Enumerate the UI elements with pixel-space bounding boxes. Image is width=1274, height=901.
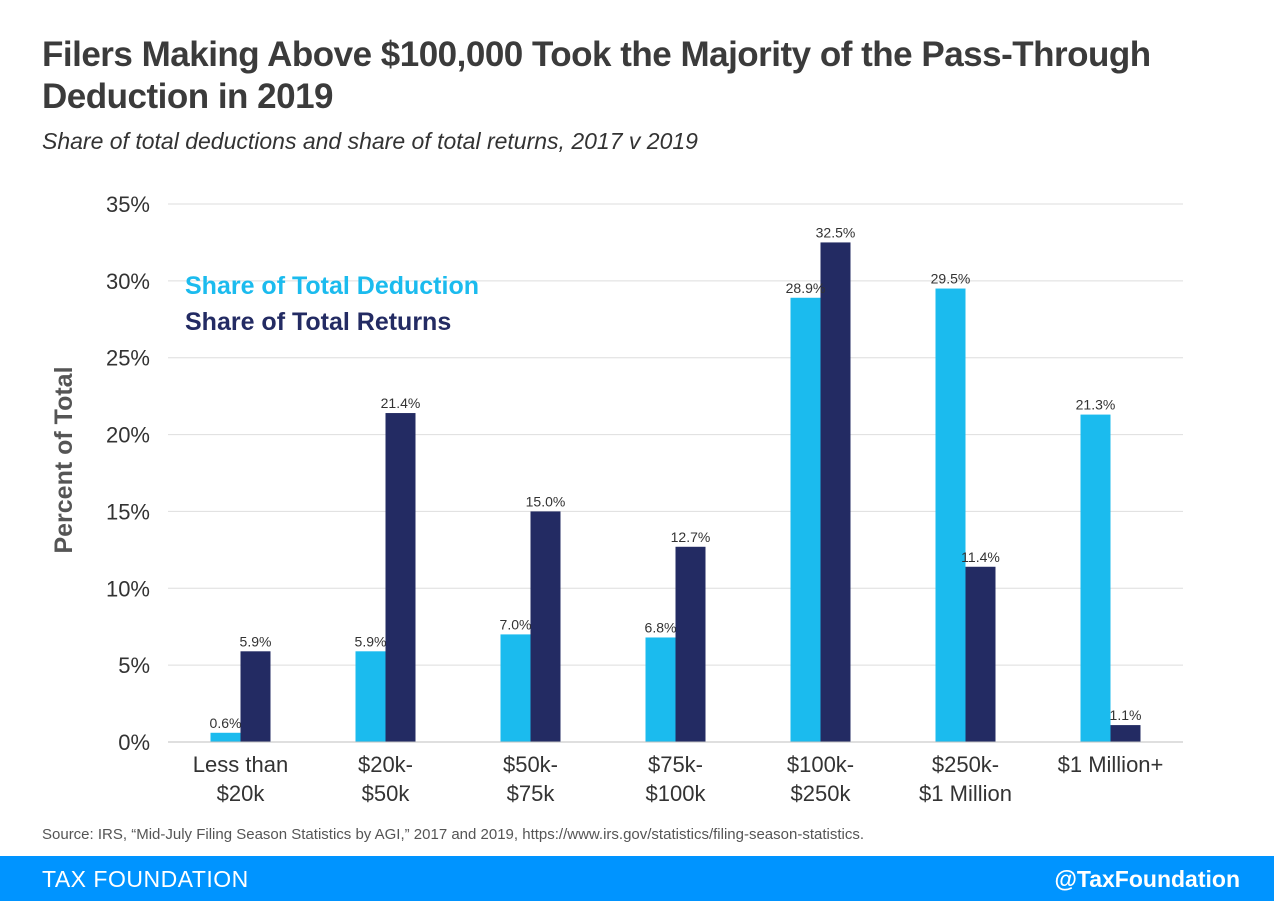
bar-returns [820, 242, 851, 742]
bar-returns [675, 546, 706, 742]
bars [210, 242, 1141, 742]
bar-deduction [790, 297, 821, 742]
bar-deduction [935, 288, 966, 742]
x-tick-label: $1 Million+ [1058, 752, 1164, 777]
source-note: Source: IRS, “Mid-July Filing Season Sta… [42, 826, 864, 843]
data-label: 15.0% [526, 493, 566, 509]
y-tick-label: 5% [118, 653, 150, 678]
data-label: 28.9% [786, 280, 826, 296]
data-label: 7.0% [500, 616, 532, 632]
data-label: 21.3% [1076, 397, 1116, 413]
bar-chart: 0% 5% 10% 15% 20% 25% 30% 35% 0.6% 5.9% 5.9% 21.4%… [50, 192, 1183, 806]
bar-deduction [645, 637, 676, 742]
data-label: 5.9% [355, 633, 387, 649]
data-label: 0.6% [210, 715, 242, 731]
y-tick-label: 25% [106, 346, 150, 371]
bar-deduction [1080, 414, 1111, 742]
x-tick-label: $100k-$250k [787, 752, 854, 806]
data-label: 11.4% [961, 549, 1000, 565]
x-axis-ticks: Less than $20k $20k-$50k $50k-$75k $75k-$100… [193, 752, 1164, 806]
bar-returns [240, 651, 271, 742]
data-labels: 0.6% 5.9% 5.9% 21.4% 7.0% 15.0% 6.8% 12.7% 28.9%… [210, 224, 1142, 730]
legend-item-returns: Share of Total Returns [185, 308, 451, 336]
footer-handle[interactable]: @TaxFoundation [1054, 866, 1240, 892]
footer-brand: TAX FOUNDATION [42, 866, 249, 892]
data-label: 29.5% [931, 271, 971, 287]
data-label: 1.1% [1110, 707, 1142, 723]
bar-deduction [500, 634, 531, 742]
chart-title: Filers Making Above $100,000 Took the Ma… [42, 35, 1151, 116]
bar-returns [385, 413, 416, 742]
y-tick-label: 0% [118, 730, 150, 755]
x-tick-label: $20k-$50k [358, 752, 413, 806]
bar-deduction [355, 651, 386, 742]
y-tick-label: 30% [106, 269, 150, 294]
y-axis-ticks: 0% 5% 10% 15% 20% 25% 30% 35% [106, 192, 150, 755]
x-tick-label: Less than $20k [193, 752, 288, 806]
gridlines [168, 203, 1183, 666]
data-label: 12.7% [671, 529, 711, 545]
bar-deduction [210, 732, 241, 742]
y-tick-label: 20% [106, 423, 150, 448]
y-axis-label: Percent of Total [50, 366, 78, 553]
y-tick-label: 10% [106, 576, 150, 601]
y-tick-label: 15% [106, 499, 150, 524]
data-label: 6.8% [645, 619, 677, 635]
y-tick-label: 35% [106, 192, 150, 217]
legend-item-deduction: Share of Total Deduction [185, 272, 479, 300]
x-tick-label: $250k-$1 Million [919, 752, 1012, 806]
bar-returns [530, 511, 561, 742]
footer-bar: TAX FOUNDATION @TaxFoundation [0, 856, 1274, 901]
bar-returns [1110, 725, 1141, 742]
data-label: 5.9% [240, 633, 272, 649]
x-tick-label: $75k-$100k [646, 752, 707, 806]
data-label: 21.4% [381, 395, 421, 411]
bar-returns [965, 566, 996, 742]
data-label: 32.5% [816, 224, 856, 240]
legend: Share of Total Deduction Share of Total … [185, 272, 479, 336]
x-tick-label: $50k-$75k [503, 752, 558, 806]
chart-subtitle: Share of total deductions and share of t… [42, 128, 698, 154]
